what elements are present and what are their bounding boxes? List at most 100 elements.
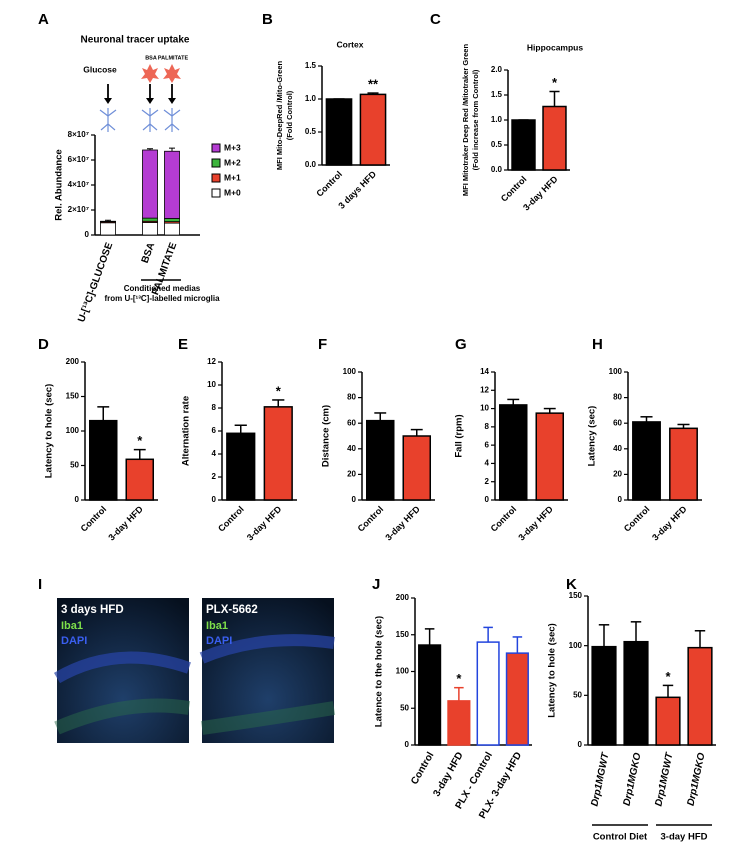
y-tick-label: 0 — [85, 230, 90, 239]
x-tick-label: Control — [499, 174, 529, 204]
x-tick-label: Drp1MGKO — [622, 752, 644, 807]
panel-letter: H — [592, 336, 603, 353]
stain-label: Iba1 — [206, 620, 228, 632]
y-tick-label: 0 — [352, 495, 357, 504]
tissue-band — [201, 701, 336, 735]
legend-label: M+0 — [224, 187, 241, 197]
bar — [505, 652, 529, 746]
group-label: from U-[¹³C]-labelled microglia — [104, 294, 220, 303]
y-tick-label: 150 — [569, 591, 583, 600]
image-title: PLX-5662 — [206, 604, 258, 616]
panel-letter: K — [566, 576, 577, 593]
bar — [511, 119, 536, 171]
y-axis-label: Latency to hole (sec) — [547, 623, 558, 718]
chart-title: Hippocampus — [527, 42, 583, 52]
legend-swatch — [211, 188, 221, 198]
x-tick-label: 3-day HFD — [245, 504, 284, 543]
y-tick-label: 50 — [573, 690, 582, 699]
y-tick-label: 0 — [578, 740, 583, 749]
x-tick-label: Drp1MGWT — [653, 751, 675, 807]
y-tick-label: 100 — [66, 426, 80, 435]
neuron-icon — [141, 108, 159, 132]
y-axis-label: Fall (rpm) — [454, 414, 465, 457]
y-tick-label: 50 — [70, 461, 79, 470]
y-tick-label: 20 — [347, 470, 356, 479]
legend-label: M+2 — [224, 157, 241, 167]
y-tick-label: 8×10⁷ — [68, 130, 89, 139]
y-axis-label: (Fold Control) — [285, 90, 294, 140]
y-tick-label: 60 — [613, 418, 622, 427]
y-tick-label: 100 — [396, 667, 410, 676]
x-tick-label: BSA — [140, 241, 158, 265]
x-tick-label: 3-day HFD — [432, 750, 466, 798]
arrow-head — [104, 98, 112, 104]
bar — [263, 406, 293, 501]
bar — [226, 432, 256, 501]
y-tick-label: 0.0 — [491, 165, 503, 174]
y-tick-label: 10 — [480, 404, 489, 413]
significance-label: * — [137, 433, 143, 448]
significance-label: ** — [368, 76, 379, 91]
x-tick-label: Control — [489, 504, 519, 534]
arrow-head — [168, 98, 176, 104]
neuron-icon — [99, 108, 117, 132]
y-tick-label: 0 — [485, 495, 490, 504]
bar — [687, 646, 713, 746]
y-axis-label: Latency to hole (sec) — [44, 384, 55, 479]
y-tick-label: 2.0 — [491, 65, 503, 74]
y-tick-label: 8 — [485, 422, 490, 431]
microglia-icon — [141, 64, 159, 83]
neuron-icon — [163, 108, 181, 132]
y-tick-label: 6×10⁷ — [68, 155, 89, 164]
significance-label: * — [456, 671, 462, 686]
stain-label: DAPI — [206, 635, 232, 647]
image-title: 3 days HFD — [61, 604, 124, 616]
bar — [655, 696, 681, 746]
y-axis-label: MFI Mitotraker Deep Red /Mitotraker Gree… — [461, 44, 470, 197]
y-axis-label: Alternation rate — [181, 396, 192, 466]
y-tick-label: 80 — [347, 393, 356, 402]
treatment-label: BSA — [145, 55, 157, 61]
bar-segment — [142, 149, 158, 219]
bar — [418, 644, 442, 746]
bar — [591, 645, 617, 746]
panel-letter: G — [455, 336, 467, 353]
legend-label: M+3 — [224, 142, 241, 152]
y-tick-label: 40 — [613, 444, 622, 453]
y-tick-label: 0.5 — [491, 140, 503, 149]
group-label: 3-day HFD — [661, 832, 708, 843]
bar — [125, 458, 155, 501]
microglia-icon — [163, 64, 181, 83]
y-tick-label: 40 — [347, 444, 356, 453]
bar-segment — [164, 150, 180, 219]
x-tick-label: 3-day HFD — [383, 504, 422, 543]
x-tick-label: Control — [216, 504, 246, 534]
treatment-label: Glucose — [83, 64, 117, 74]
x-tick-label: Control — [356, 504, 386, 534]
bar — [542, 105, 567, 171]
chart-title: Neuronal tracer uptake — [81, 35, 190, 46]
legend-swatch — [211, 158, 221, 168]
bar-segment — [100, 222, 116, 236]
bar-segment — [142, 222, 158, 236]
y-tick-label: 1.0 — [491, 115, 503, 124]
x-tick-label: Drp1MGKO — [686, 752, 708, 807]
y-tick-label: 4×10⁷ — [68, 180, 89, 189]
y-tick-label: 200 — [396, 593, 410, 602]
arrow-head — [146, 98, 154, 104]
treatment-label: PALMITATE — [158, 55, 189, 61]
x-tick-label: 3-day HFD — [650, 504, 689, 543]
bar — [535, 412, 565, 501]
x-tick-label: Control — [79, 504, 109, 534]
y-tick-label: 0 — [75, 495, 80, 504]
y-tick-label: 1.5 — [491, 90, 503, 99]
y-tick-label: 14 — [480, 367, 489, 376]
bar — [325, 98, 353, 166]
panel-letter: F — [318, 336, 327, 353]
y-tick-label: 0 — [212, 495, 217, 504]
legend-label: M+1 — [224, 172, 241, 182]
y-tick-label: 10 — [207, 380, 216, 389]
y-tick-label: 2 — [485, 477, 490, 486]
bar — [476, 641, 500, 746]
panel-letter: E — [178, 336, 188, 353]
